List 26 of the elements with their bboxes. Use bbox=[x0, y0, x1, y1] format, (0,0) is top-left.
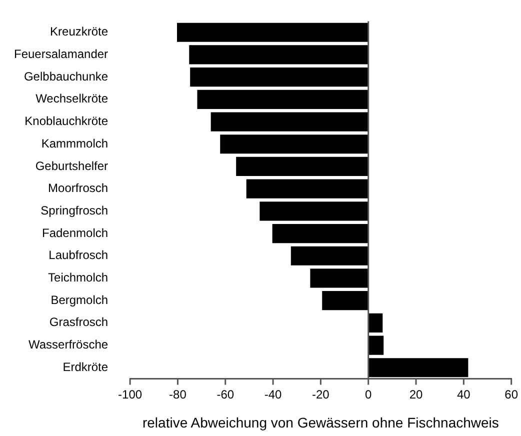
x-tick-label: 0 bbox=[365, 387, 372, 402]
y-tick-label: Fadenmolch bbox=[42, 226, 108, 240]
y-tick-label: Kammmolch bbox=[41, 136, 108, 150]
y-tick-label: Laubfrosch bbox=[48, 248, 108, 262]
y-tick-label: Moorfrosch bbox=[48, 181, 108, 196]
x-tick-label: -80 bbox=[169, 387, 187, 402]
y-tick-label: Gelbbauchunke bbox=[24, 69, 108, 84]
y-tick-label: Geburtshelfer bbox=[35, 158, 108, 173]
x-tick-label: 40 bbox=[456, 387, 471, 402]
x-tick-label: -40 bbox=[264, 387, 282, 402]
x-tick-label: -60 bbox=[216, 387, 234, 402]
y-tick-label: Grasfrosch bbox=[49, 315, 108, 330]
y-tick-label: Knoblauchkröte bbox=[24, 114, 108, 128]
y-tick-label: Kreuzkröte bbox=[50, 24, 108, 39]
y-tick-label: Bergmolch bbox=[50, 292, 108, 307]
y-tick-label: Wechselkröte bbox=[36, 92, 108, 106]
y-tick-label: Teichmolch bbox=[48, 270, 108, 285]
x-tick-label: 20 bbox=[409, 387, 423, 402]
y-tick-label: Springfrosch bbox=[40, 203, 108, 218]
x-tick-label: -100 bbox=[118, 387, 142, 402]
x-axis-title: relative Abweichung von Gewässern ohne Fischnachweis bbox=[142, 414, 499, 430]
y-tick-label: Erdkröte bbox=[62, 360, 108, 374]
x-tick-label: -20 bbox=[312, 387, 330, 402]
y-tick-label: Feuersalamander bbox=[14, 47, 108, 62]
y-tick-label: Wasserfrösche bbox=[28, 338, 108, 352]
x-tick-label: 60 bbox=[504, 387, 518, 402]
